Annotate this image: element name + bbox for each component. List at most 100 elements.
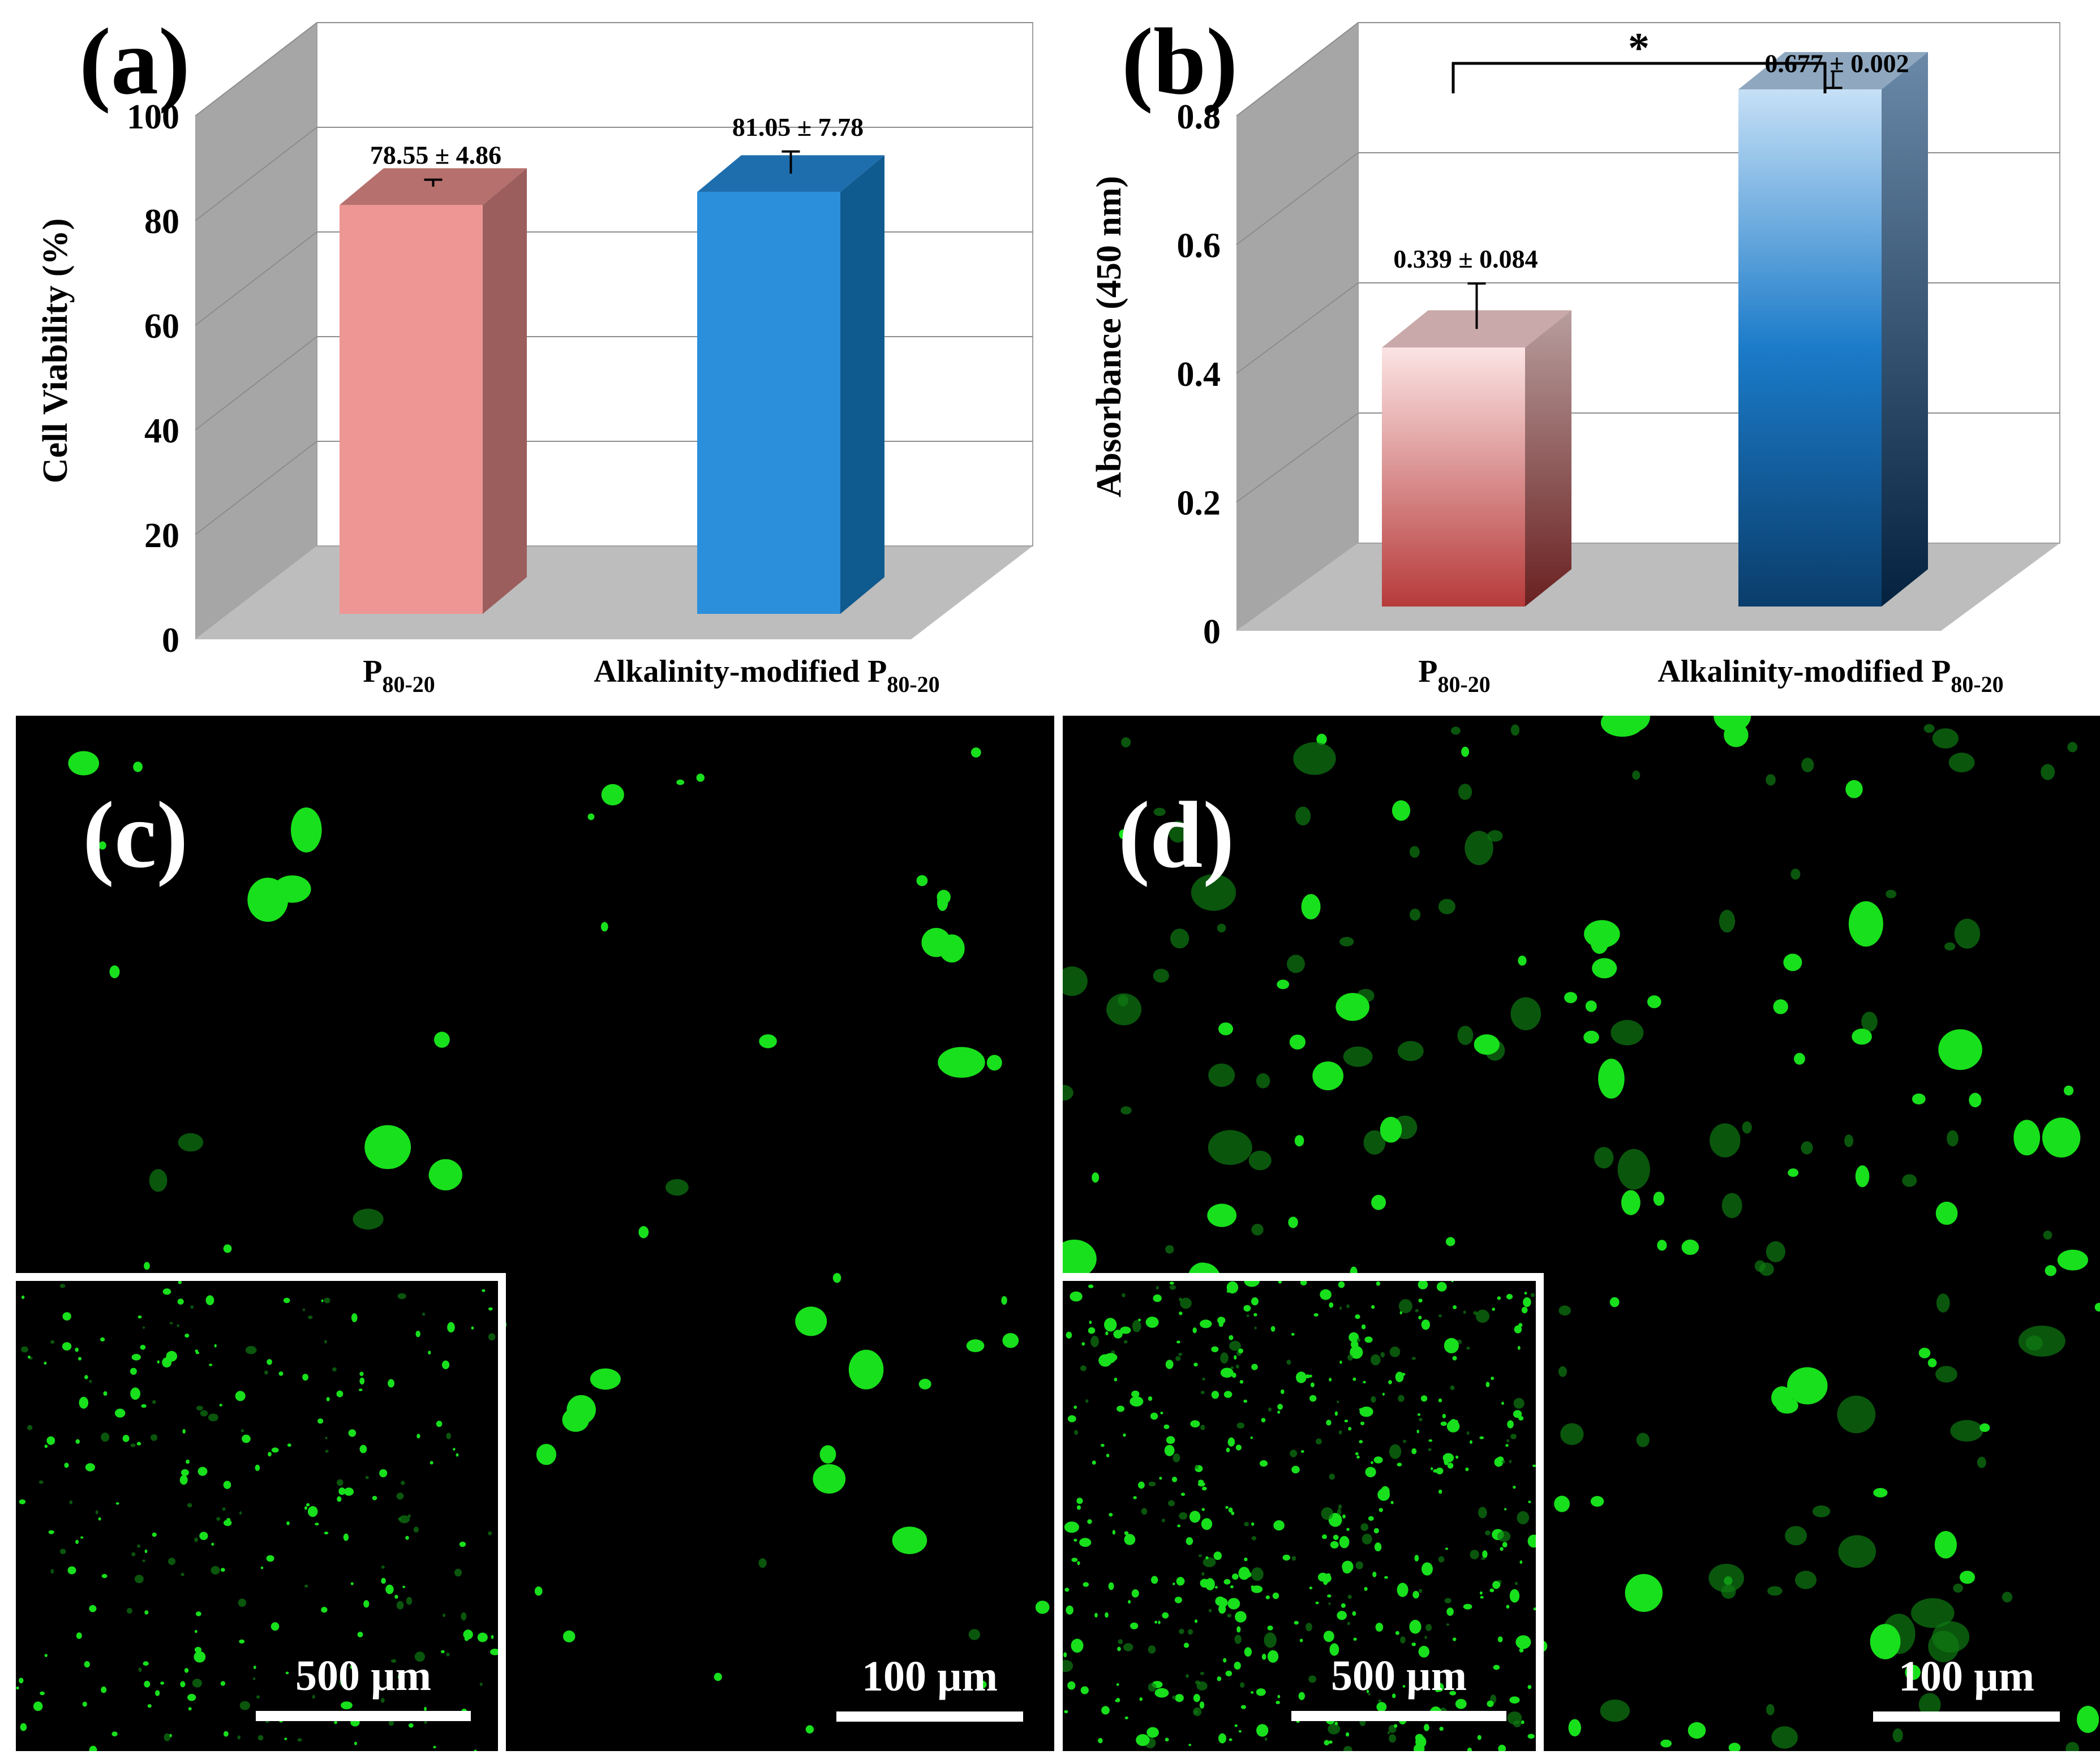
cell [235,1391,246,1401]
cell [1288,1216,1298,1228]
cell [1411,1357,1416,1360]
cell [1411,1642,1416,1646]
cell [1344,1420,1349,1423]
cell [363,1600,370,1608]
cell [1254,1326,1257,1330]
cell [359,1388,363,1391]
cell [1244,1557,1248,1562]
cell [1977,1456,1986,1468]
cell [805,1725,814,1734]
cell [416,1434,420,1439]
cell [1064,1521,1079,1533]
cell [1195,1465,1199,1470]
micrograph-d: (d) 500 µm 100 µm [1063,716,2100,1751]
cell [488,1333,496,1341]
cell [1326,1420,1332,1426]
cell [1348,1427,1352,1431]
cell [1214,1586,1218,1589]
cell [1445,1547,1449,1550]
cell [372,1495,377,1500]
cell [1380,1486,1390,1497]
cell [130,1367,137,1375]
cell [1418,1315,1422,1320]
cell [1347,1594,1352,1599]
cell [1510,724,1520,736]
cell [441,1650,445,1653]
cell [1439,1727,1444,1731]
cell [353,1208,384,1230]
cell [1446,1623,1450,1626]
cell [1195,1680,1200,1685]
cell [1261,1418,1266,1423]
cell [428,1351,431,1355]
cell [364,1125,411,1169]
cell [1159,1477,1162,1480]
cell [1363,1130,1386,1155]
cell [109,965,120,978]
cell [2042,1117,2081,1158]
cell [1338,1281,1345,1288]
cell [317,1418,324,1424]
cell [1218,1022,1233,1035]
cell [1316,1438,1322,1444]
cell [1411,1448,1417,1455]
cell [1175,1694,1184,1702]
cell [321,1607,328,1613]
cell [1947,1130,1959,1147]
chartB-ytick-label: 0 [1203,613,1221,651]
cell [1420,1395,1428,1402]
cell [1402,1685,1406,1688]
cell [1063,1652,1067,1658]
cell [1105,1612,1109,1618]
cell [1323,1580,1328,1585]
cell [587,813,595,820]
cell [1424,1724,1429,1731]
cell [1195,1619,1198,1623]
cell [436,1421,443,1427]
cell [1165,1738,1169,1741]
cell [1192,1327,1197,1334]
cell [143,1661,149,1666]
cell [241,1429,244,1433]
cell [184,1668,189,1673]
cell [1341,1603,1346,1608]
cell [1771,1386,1793,1409]
cell [197,1466,208,1476]
cell [1812,1505,1831,1517]
cell [211,1566,220,1575]
cell [359,1444,367,1453]
cell [1002,1333,1019,1348]
cell [1935,1201,1958,1225]
cell [1229,1335,1234,1340]
cell [151,1434,158,1441]
cell [40,1691,45,1696]
cell [398,1515,410,1524]
cell [1270,1326,1276,1332]
cell [178,1281,182,1284]
cell [1873,1488,1888,1498]
cell [1355,1561,1363,1569]
cell [795,1306,827,1336]
cell [1392,1693,1396,1698]
cell [1118,1639,1123,1644]
cell [1220,1352,1229,1364]
cell [1194,1710,1198,1714]
cell [1164,1444,1175,1456]
cell [1316,733,1327,745]
cell [1371,1305,1375,1309]
cell [937,894,948,911]
cell [1801,758,1814,772]
cell [1480,1595,1484,1599]
cell [938,1047,985,1078]
cell [1533,1607,1536,1611]
cell [1771,1726,1798,1749]
cell [1079,1538,1092,1547]
cell [179,1475,188,1485]
cell [1360,1421,1365,1425]
cell [89,1379,92,1383]
cell [1104,1318,1117,1332]
cell [1870,1624,1901,1659]
cell [1338,1504,1342,1509]
cell [180,1681,186,1688]
cell [95,1510,98,1515]
